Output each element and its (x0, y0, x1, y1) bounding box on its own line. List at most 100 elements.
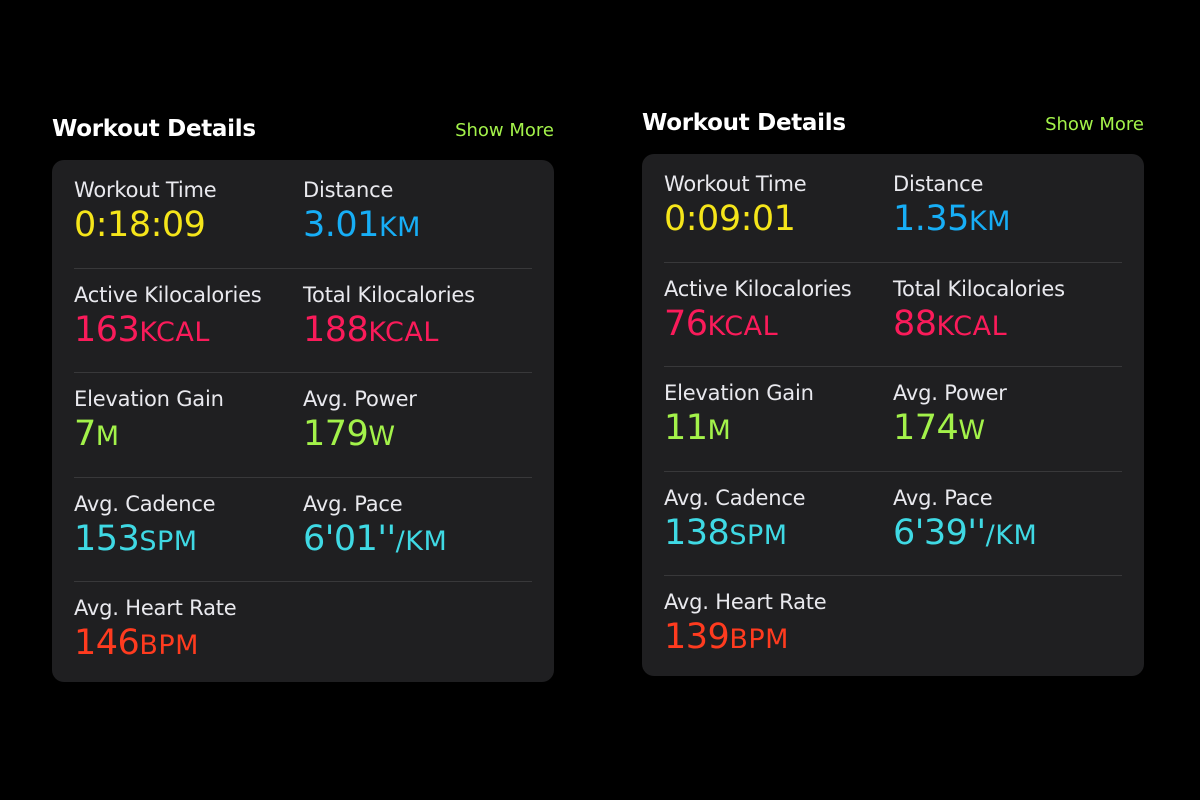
metric-avg-pace: Avg. Pace 6'39''/KM (893, 484, 1122, 576)
value-unit: M (95, 421, 120, 453)
metric-avg-power: Avg. Power 179W (303, 385, 532, 477)
value-unit: W (368, 421, 396, 453)
metric-avg-heart-rate: Avg. Heart Rate 146BPM (74, 594, 325, 687)
panel-header: Workout Details Show More (52, 116, 554, 146)
value-number: 6'01'' (303, 518, 396, 559)
metric-value: 6'39''/KM (893, 512, 1122, 557)
metric-label: Active Kilocalories (664, 276, 852, 301)
value-unit: M (707, 415, 732, 447)
metric-distance: Distance 1.35KM (893, 170, 1122, 262)
metrics-row: Elevation Gain 7M Avg. Power 179W (74, 373, 532, 478)
show-more-button[interactable]: Show More (1045, 114, 1144, 135)
panel-title: Workout Details (642, 110, 846, 136)
metrics-row: Active Kilocalories 163KCAL Total Kiloca… (74, 269, 532, 374)
value-unit: /KM (985, 519, 1038, 551)
metric-label: Avg. Power (893, 381, 1007, 406)
metric-value: 139BPM (664, 616, 915, 661)
metric-label: Elevation Gain (74, 387, 224, 412)
metric-avg-cadence: Avg. Cadence 153SPM (74, 490, 303, 582)
metric-label: Active Kilocalories (74, 282, 262, 307)
value-unit: KM (378, 212, 421, 243)
metric-value: 146BPM (74, 622, 325, 667)
panel-title: Workout Details (52, 116, 256, 142)
metric-value: 88KCAL (893, 303, 1122, 348)
metric-value: 174W (893, 407, 1122, 452)
metric-value: 138SPM (664, 512, 893, 557)
value-unit: KM (968, 206, 1011, 237)
metric-label: Avg. Heart Rate (664, 590, 827, 615)
metric-value: 0:18:09 (74, 204, 303, 249)
metric-total-kilocalories: Total Kilocalories 88KCAL (893, 275, 1122, 367)
metric-workout-time: Workout Time 0:18:09 (74, 176, 303, 268)
metric-active-kilocalories: Active Kilocalories 163KCAL (74, 281, 303, 373)
metric-elevation-gain: Elevation Gain 7M (74, 385, 303, 477)
workout-details-panel-left: Workout Details Show More Workout Time 0… (52, 116, 554, 682)
workout-details-card: Workout Time 0:18:09 Distance 3.01KM Act… (52, 160, 554, 682)
workout-details-panel-right: Workout Details Show More Workout Time 0… (642, 110, 1144, 676)
metric-label: Avg. Power (303, 387, 417, 412)
metric-active-kilocalories: Active Kilocalories 76KCAL (664, 275, 893, 367)
metrics-row: Workout Time 0:09:01 Distance 1.35KM (664, 158, 1122, 263)
value-unit: KCAL (707, 310, 779, 342)
metric-label: Total Kilocalories (893, 276, 1065, 301)
metric-label: Distance (893, 172, 984, 196)
metric-value: 7M (74, 413, 303, 458)
workout-details-card: Workout Time 0:09:01 Distance 1.35KM Act… (642, 154, 1144, 676)
value-number: 146 (74, 623, 140, 664)
panel-header: Workout Details Show More (642, 110, 1144, 140)
metrics-row: Elevation Gain 11M Avg. Power 174W (664, 367, 1122, 472)
value-number: 0:18:09 (74, 205, 206, 245)
value-number: 76 (664, 303, 708, 344)
metric-distance: Distance 3.01KM (303, 176, 532, 268)
metric-label: Total Kilocalories (303, 282, 475, 307)
value-unit: BPM (139, 630, 199, 662)
value-number: 0:09:01 (664, 199, 796, 239)
metric-value: 153SPM (74, 518, 303, 563)
value-number: 153 (74, 518, 140, 559)
value-number: 179 (303, 414, 369, 455)
metric-label: Avg. Cadence (664, 485, 806, 510)
metric-avg-heart-rate: Avg. Heart Rate 139BPM (664, 588, 915, 681)
value-unit: SPM (729, 519, 788, 551)
value-number: 11 (664, 408, 708, 449)
value-number: 1.35 (893, 199, 969, 239)
value-unit: KCAL (936, 310, 1008, 342)
metric-avg-cadence: Avg. Cadence 138SPM (664, 484, 893, 576)
value-number: 163 (74, 309, 140, 350)
metric-label: Distance (303, 178, 394, 202)
metric-label: Avg. Heart Rate (74, 596, 237, 621)
value-number: 7 (74, 414, 96, 455)
metric-elevation-gain: Elevation Gain 11M (664, 379, 893, 471)
metric-value: 0:09:01 (664, 198, 893, 243)
value-number: 174 (893, 408, 959, 449)
metric-workout-time: Workout Time 0:09:01 (664, 170, 893, 262)
value-number: 88 (893, 303, 937, 344)
metrics-row: Active Kilocalories 76KCAL Total Kilocal… (664, 263, 1122, 368)
metric-label: Avg. Pace (893, 485, 993, 510)
value-unit: KCAL (139, 316, 210, 348)
metric-value: 76KCAL (664, 303, 893, 348)
metric-value: 11M (664, 407, 893, 452)
value-number: 139 (664, 617, 730, 658)
metric-avg-power: Avg. Power 174W (893, 379, 1122, 471)
metric-value: 1.35KM (893, 198, 1122, 243)
metric-label: Avg. Pace (303, 491, 403, 516)
metric-avg-pace: Avg. Pace 6'01''/KM (303, 490, 532, 582)
metrics-row: Avg. Cadence 153SPM Avg. Pace 6'01''/KM (74, 478, 532, 583)
metric-value: 188KCAL (303, 309, 532, 354)
metrics-row: Avg. Heart Rate 139BPM (664, 576, 1122, 681)
metric-label: Workout Time (664, 172, 807, 196)
metric-value: 3.01KM (303, 204, 532, 249)
metric-label: Avg. Cadence (74, 491, 216, 516)
value-unit: BPM (729, 624, 789, 656)
metrics-row: Workout Time 0:18:09 Distance 3.01KM (74, 164, 532, 269)
value-number: 138 (664, 512, 730, 553)
metric-value: 179W (303, 413, 532, 458)
value-unit: SPM (139, 525, 198, 557)
value-number: 188 (303, 309, 369, 350)
metrics-row: Avg. Heart Rate 146BPM (74, 582, 532, 687)
metric-value: 163KCAL (74, 309, 303, 354)
metric-value: 6'01''/KM (303, 518, 532, 563)
show-more-button[interactable]: Show More (455, 120, 554, 141)
value-number: 6'39'' (893, 512, 986, 553)
